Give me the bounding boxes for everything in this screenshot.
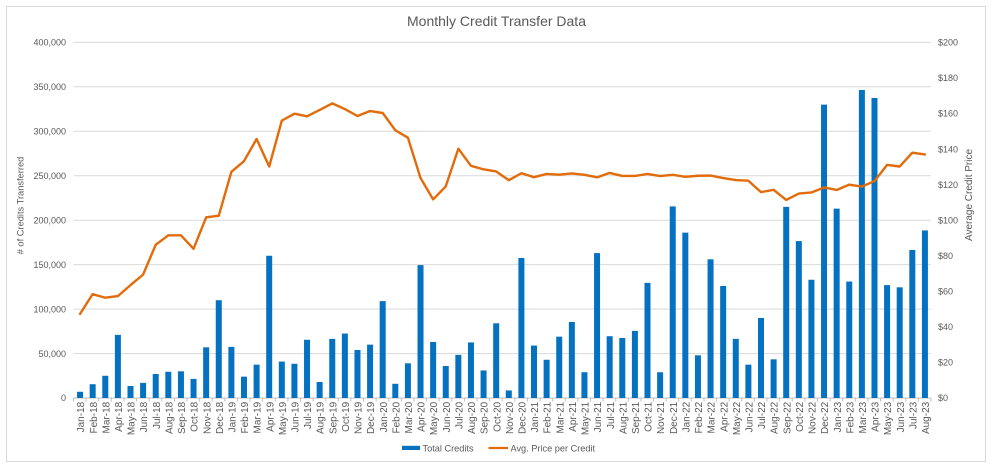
svg-text:Aug-22: Aug-22 [770,401,781,434]
svg-text:Oct-20: Oct-20 [492,401,503,431]
svg-text:Jun-18: Jun-18 [139,401,150,432]
svg-text:Aug-23: Aug-23 [921,401,932,434]
svg-text:Mar-22: Mar-22 [707,401,718,433]
svg-text:Avg. Price per Credit: Avg. Price per Credit [511,443,596,453]
svg-text:Jul-18: Jul-18 [152,401,163,429]
svg-text:Dec-20: Dec-20 [518,401,529,434]
svg-text:Feb-21: Feb-21 [543,401,554,433]
svg-text:100,000: 100,000 [33,304,66,314]
svg-text:Apr-22: Apr-22 [719,401,730,431]
svg-text:Aug-21: Aug-21 [618,401,629,434]
svg-text:Sep-22: Sep-22 [782,401,793,434]
svg-text:Apr-19: Apr-19 [265,401,276,431]
svg-text:Jun-21: Jun-21 [593,401,604,432]
svg-text:Sep-19: Sep-19 [328,401,339,434]
svg-text:Dec-19: Dec-19 [366,401,377,434]
svg-text:350,000: 350,000 [33,82,66,92]
svg-text:Dec-22: Dec-22 [820,401,831,434]
svg-text:Nov-18: Nov-18 [202,401,213,434]
svg-text:Apr-18: Apr-18 [114,401,125,431]
svg-text:Jul-21: Jul-21 [606,401,617,429]
svg-text:May-23: May-23 [883,401,894,435]
svg-text:0: 0 [61,393,66,403]
svg-text:Nov-19: Nov-19 [354,401,365,434]
svg-text:Mar-19: Mar-19 [253,401,264,433]
svg-text:150,000: 150,000 [33,260,66,270]
svg-text:300,000: 300,000 [33,127,66,137]
svg-text:Jan-20: Jan-20 [379,401,390,432]
svg-text:Jan-19: Jan-19 [227,401,238,432]
svg-text:May-22: May-22 [732,401,743,435]
svg-text:Aug-18: Aug-18 [164,401,175,434]
svg-text:250,000: 250,000 [33,171,66,181]
svg-text:May-21: May-21 [581,401,592,435]
svg-text:Feb-18: Feb-18 [89,401,100,433]
svg-text:Apr-20: Apr-20 [417,401,428,431]
svg-text:$160: $160 [938,109,958,119]
svg-text:Jan-21: Jan-21 [530,401,541,432]
svg-text:Aug-19: Aug-19 [316,401,327,434]
svg-text:Oct-18: Oct-18 [190,401,201,431]
svg-text:Feb-20: Feb-20 [391,401,402,433]
svg-text:$100: $100 [938,215,958,225]
svg-text:Jun-22: Jun-22 [744,401,755,432]
svg-text:May-19: May-19 [278,401,289,435]
svg-text:200,000: 200,000 [33,215,66,225]
svg-text:Nov-22: Nov-22 [808,401,819,434]
svg-text:Feb-19: Feb-19 [240,401,251,433]
svg-text:Nov-21: Nov-21 [656,401,667,434]
svg-text:$80: $80 [938,251,953,261]
svg-text:May-18: May-18 [127,401,138,435]
svg-text:Jul-19: Jul-19 [303,401,314,429]
svg-text:Jun-20: Jun-20 [442,401,453,432]
svg-text:400,000: 400,000 [33,38,66,48]
svg-text:Nov-20: Nov-20 [505,401,516,434]
svg-text:$200: $200 [938,38,958,48]
svg-text:Feb-22: Feb-22 [694,401,705,433]
svg-text:Apr-23: Apr-23 [871,401,882,431]
svg-text:Jan-23: Jan-23 [833,401,844,432]
svg-text:Jan-18: Jan-18 [76,401,87,432]
svg-text:$40: $40 [938,322,953,332]
svg-text:$60: $60 [938,287,953,297]
svg-text:$0: $0 [938,393,948,403]
svg-text:Aug-20: Aug-20 [467,401,478,434]
svg-text:Sep-20: Sep-20 [480,401,491,434]
svg-text:Mar-21: Mar-21 [555,401,566,433]
svg-text:Total Credits: Total Credits [423,443,474,453]
svg-text:Jul-22: Jul-22 [757,401,768,429]
svg-text:Average Credit Price: Average Credit Price [964,149,975,242]
svg-text:Jan-22: Jan-22 [681,401,692,432]
svg-text:Sep-18: Sep-18 [177,401,188,434]
svg-text:Apr-21: Apr-21 [568,401,579,431]
svg-text:50,000: 50,000 [38,349,66,359]
svg-text:Jun-23: Jun-23 [896,401,907,432]
svg-text:Dec-18: Dec-18 [215,401,226,434]
svg-text:Feb-23: Feb-23 [845,401,856,433]
svg-text:Mar-23: Mar-23 [858,401,869,433]
svg-text:Oct-22: Oct-22 [795,401,806,431]
svg-text:$120: $120 [938,180,958,190]
svg-text:Sep-21: Sep-21 [631,401,642,434]
svg-text:$20: $20 [938,358,953,368]
svg-text:Jun-19: Jun-19 [291,401,302,432]
svg-text:Oct-19: Oct-19 [341,401,352,431]
svg-text:Jul-23: Jul-23 [908,401,919,429]
svg-text:Mar-18: Mar-18 [101,401,112,433]
svg-text:Mar-20: Mar-20 [404,401,415,433]
svg-text:Oct-21: Oct-21 [644,401,655,431]
svg-text:$140: $140 [938,144,958,154]
svg-text:Dec-21: Dec-21 [669,401,680,434]
svg-text:Monthly Credit Transfer Data: Monthly Credit Transfer Data [407,13,586,29]
svg-text:May-20: May-20 [429,401,440,435]
svg-text:$180: $180 [938,73,958,83]
svg-text:Jul-20: Jul-20 [454,401,465,429]
svg-text:# of Credits Transferred: # of Credits Transferred [16,157,26,255]
